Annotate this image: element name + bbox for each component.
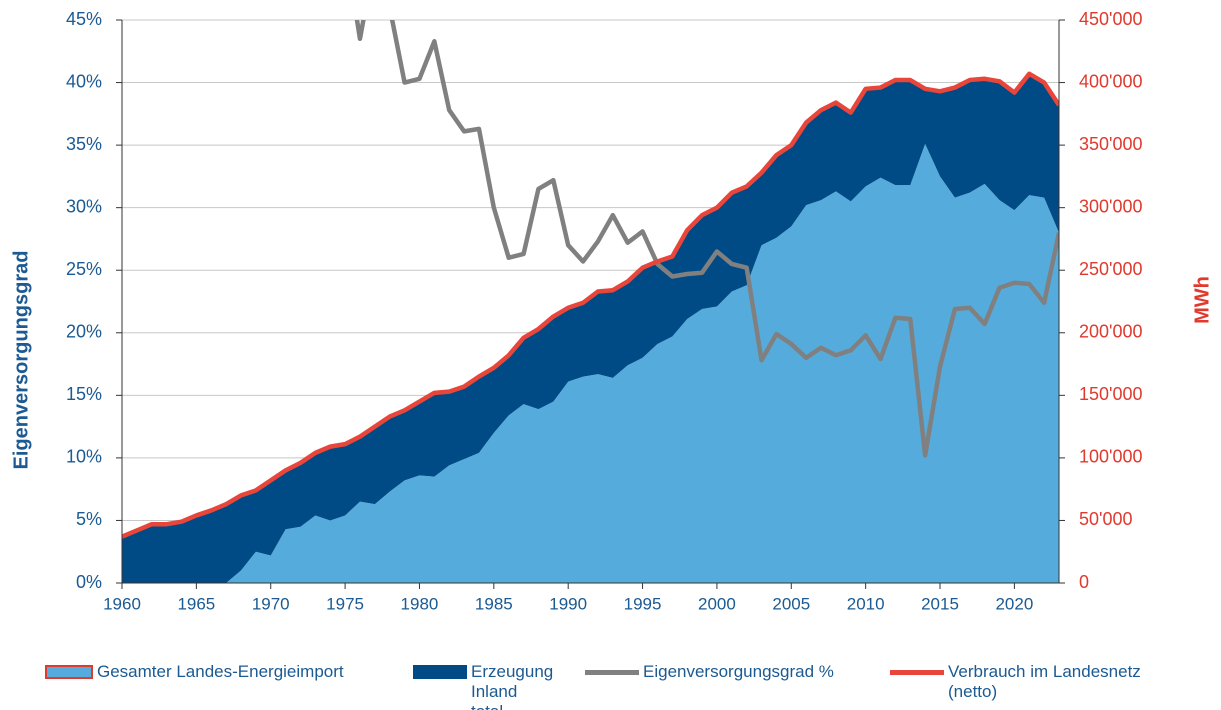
legend-label: Gesamter Landes-Energieimport bbox=[97, 662, 344, 681]
legend-item: Eigenversorgungsgrad % bbox=[585, 662, 834, 682]
y2-tick-label: 50'000 bbox=[1079, 509, 1133, 529]
legend-label: Erzeugung Inland total bbox=[471, 662, 554, 710]
x-tick-label: 1975 bbox=[326, 594, 364, 613]
y2-tick-label: 450'000 bbox=[1079, 9, 1143, 29]
y-axis-label: Eigenversorgungsgrad bbox=[10, 251, 32, 470]
x-tick-label: 1990 bbox=[549, 594, 587, 613]
legend-item: Verbrauch im Landesnetz (netto) bbox=[890, 662, 1148, 702]
y-tick-label: 45% bbox=[66, 9, 102, 29]
line bbox=[122, 71, 1059, 539]
lines bbox=[122, 20, 1059, 539]
legend-item: Gesamter Landes-Energieimport bbox=[45, 662, 344, 682]
y-tick-label: 30% bbox=[66, 196, 102, 216]
line bbox=[354, 20, 1059, 458]
x-tick-label: 1960 bbox=[103, 594, 141, 613]
axes: 0% 5% 10% 15% 20% 25% 30% 35% 40% 45% 0 50'000 100'0… bbox=[66, 9, 1143, 614]
chart: Eigenversorgungsgrad MWh 0% 5% 10% 15% 20% 25… bbox=[10, 9, 1213, 614]
y-tick-label: 10% bbox=[66, 447, 102, 467]
y2-tick-label: 400'000 bbox=[1079, 71, 1143, 91]
area bbox=[122, 73, 1059, 583]
legend-label: Eigenversorgungsgrad % bbox=[643, 662, 834, 681]
y-tick-label: 15% bbox=[66, 384, 102, 404]
x-tick-label: 2020 bbox=[995, 594, 1033, 613]
y2-tick-label: 300'000 bbox=[1079, 196, 1143, 216]
x-tick-label: 2000 bbox=[698, 594, 736, 613]
y2-tick-label: 350'000 bbox=[1079, 134, 1143, 154]
x-tick-label: 1980 bbox=[401, 594, 439, 613]
x-tick-label: 2015 bbox=[921, 594, 959, 613]
y2-axis-label: MWh bbox=[1191, 276, 1213, 324]
y-tick-label: 25% bbox=[66, 259, 102, 279]
x-tick-label: 1965 bbox=[177, 594, 215, 613]
x-tick-label: 2010 bbox=[847, 594, 885, 613]
x-tick-label: 1985 bbox=[475, 594, 513, 613]
x-tick-label: 1970 bbox=[252, 594, 290, 613]
y2-tick-label: 0 bbox=[1079, 572, 1089, 592]
legend-label: Verbrauch im Landesnetz (netto) bbox=[948, 662, 1141, 701]
area bbox=[122, 143, 1059, 584]
legend-swatch bbox=[890, 670, 944, 675]
x-tick-label: 1995 bbox=[624, 594, 662, 613]
y-tick-label: 20% bbox=[66, 322, 102, 342]
y-tick-label: 5% bbox=[76, 509, 102, 529]
y-tick-label: 0% bbox=[76, 572, 102, 592]
legend-swatch bbox=[585, 670, 639, 675]
y2-tick-label: 100'000 bbox=[1079, 447, 1143, 467]
legend-item: Erzeugung Inland total bbox=[413, 662, 554, 710]
x-tick-label: 2005 bbox=[772, 594, 810, 613]
y2-tick-label: 150'000 bbox=[1079, 384, 1143, 404]
legend-swatch bbox=[45, 665, 93, 679]
areas bbox=[122, 73, 1059, 584]
y-tick-label: 40% bbox=[66, 71, 102, 91]
legend-swatch bbox=[413, 665, 467, 679]
y-tick-label: 35% bbox=[66, 134, 102, 154]
legend: Gesamter Landes-Energieimport Erzeugung I… bbox=[0, 662, 1221, 710]
y2-tick-label: 250'000 bbox=[1079, 259, 1143, 279]
y2-tick-label: 200'000 bbox=[1079, 322, 1143, 342]
